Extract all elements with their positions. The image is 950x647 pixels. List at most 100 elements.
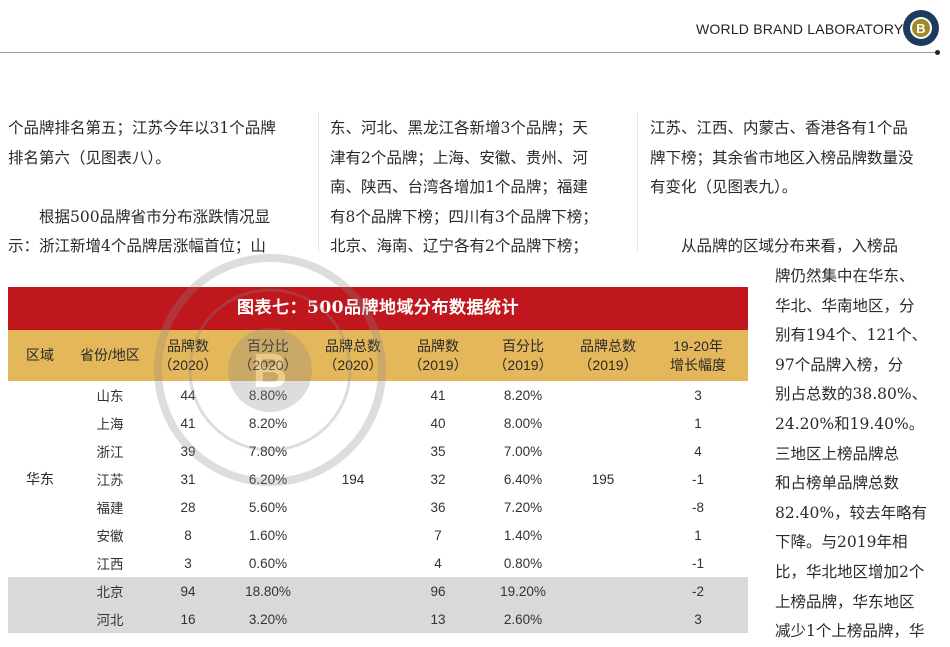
cell-p2019: 8.00% bbox=[503, 415, 543, 431]
column-header: 百分比 （2019） bbox=[478, 330, 568, 381]
column-header-line: （2019） bbox=[578, 356, 638, 373]
cell-p2020: 8.80% bbox=[248, 387, 288, 403]
cell-growth: 3 bbox=[694, 387, 702, 403]
cell-n2020: 16 bbox=[180, 611, 196, 627]
cell-n2019: 40 bbox=[430, 415, 446, 431]
text-line: 下降。与2019年相 bbox=[775, 533, 908, 552]
cell-p2020: 8.20% bbox=[248, 415, 288, 431]
cell-n2020: 28 bbox=[180, 499, 196, 515]
cell-growth: 4 bbox=[694, 443, 702, 459]
cell-p2019: 19.20% bbox=[500, 583, 546, 599]
header-divider bbox=[0, 52, 936, 53]
text-line: 牌仍然集中在华东、 bbox=[775, 267, 915, 285]
text-column-3-narrow: 牌仍然集中在华东、 华北、华南地区，分 别有194个、121个、 97个品牌入榜… bbox=[775, 262, 927, 647]
header-title: WORLD BRAND LABORATORY bbox=[696, 21, 904, 37]
text-line bbox=[8, 173, 276, 203]
column-header-line: 区域 bbox=[26, 347, 54, 363]
column-header-line: （2020） bbox=[158, 356, 218, 373]
column-header: 区域 bbox=[8, 330, 72, 381]
svg-text:B: B bbox=[916, 21, 925, 36]
cell-p2019: 6.40% bbox=[503, 471, 543, 487]
column-divider bbox=[318, 112, 319, 252]
cell-province: 江西 bbox=[96, 557, 124, 572]
text-line: 97个品牌入榜，分 bbox=[775, 355, 904, 374]
text-line: 三地区上榜品牌总 bbox=[775, 444, 900, 463]
cell-province: 山东 bbox=[96, 389, 124, 404]
table-row: 浙江 39 7.80% 35 7.00% 4 bbox=[8, 437, 748, 465]
text-line: 有8个品牌下榜；四川有3个品牌下榜； bbox=[330, 207, 598, 226]
text-line: 根据500品牌省市分布涨跌情况显 bbox=[39, 207, 271, 226]
text-line: 24.20%和19.40%。 bbox=[775, 414, 925, 433]
column-header-line: 省份/地区 bbox=[80, 347, 140, 363]
cell-n2020: 31 bbox=[180, 471, 196, 487]
cell-p2019: 8.20% bbox=[503, 387, 543, 403]
cell-province: 上海 bbox=[96, 417, 124, 432]
column-header-line: 百分比 bbox=[502, 337, 544, 354]
wbl-logo-icon: B bbox=[903, 10, 939, 46]
column-header-line: 百分比 bbox=[247, 337, 289, 354]
cell-n2020: 94 bbox=[180, 583, 196, 599]
column-header-line: （2019） bbox=[408, 356, 468, 373]
cell-growth: -2 bbox=[691, 583, 704, 599]
cell-growth: -8 bbox=[691, 499, 704, 515]
cell-n2020: 44 bbox=[180, 387, 196, 403]
cell-n2019: 96 bbox=[430, 583, 446, 599]
text-line: 82.40%，较去年略有 bbox=[775, 503, 928, 522]
cell-province: 浙江 bbox=[96, 445, 124, 460]
column-header-line: （2020） bbox=[238, 356, 298, 373]
cell-n2019: 13 bbox=[430, 611, 446, 627]
table-header: 区域 省份/地区 品牌数 （2020） 百分比 （2020） 品牌总数 （2020） 品牌数 （2… bbox=[8, 330, 748, 381]
cell-growth: 3 bbox=[694, 611, 702, 627]
cell-p2020: 3.20% bbox=[248, 611, 288, 627]
cell-p2020: 1.60% bbox=[248, 527, 288, 543]
text-column-3: 江苏、江西、内蒙古、香港各有1个品 牌下榜；其余省市地区入榜品牌数量没 有变化（… bbox=[650, 114, 914, 262]
header-divider-dot bbox=[935, 50, 940, 55]
total-2020-cell: 194 bbox=[341, 471, 365, 487]
text-line: 示：浙江新增4个品牌居涨幅首位；山 bbox=[8, 237, 266, 256]
text-line bbox=[650, 203, 914, 233]
text-line: 华北、华南地区，分 bbox=[775, 296, 915, 315]
table-row: 江苏 31 6.20% 32 6.40% -1 bbox=[8, 465, 748, 493]
text-line: 从品牌的区域分布来看，入榜品 bbox=[681, 237, 899, 256]
column-header: 品牌总数 （2019） bbox=[568, 330, 648, 381]
table-row: 山东 44 8.80% 41 8.20% 3 bbox=[8, 381, 748, 409]
column-header: 品牌数 （2020） bbox=[148, 330, 228, 381]
table-row: 安徽 8 1.60% 7 1.40% 1 bbox=[8, 521, 748, 549]
text-line: 和占榜单品牌总数 bbox=[775, 474, 900, 493]
cell-province: 北京 bbox=[96, 585, 124, 600]
column-header: 省份/地区 bbox=[72, 330, 148, 381]
cell-province: 安徽 bbox=[96, 529, 124, 544]
table-body: 山东 44 8.80% 41 8.20% 3 上海 41 8.20% 40 8.00% 1 浙江 39 7.… bbox=[8, 381, 748, 633]
cell-p2020: 6.20% bbox=[248, 471, 288, 487]
text-line: 津有2个品牌；上海、安徽、贵州、河 bbox=[330, 148, 588, 167]
column-header-line: 品牌总数 bbox=[325, 337, 381, 354]
cell-p2019: 2.60% bbox=[503, 611, 543, 627]
text-line: 东、河北、黑龙江各新增3个品牌；天 bbox=[330, 119, 588, 137]
cell-p2019: 0.80% bbox=[503, 555, 543, 571]
cell-n2020: 8 bbox=[184, 527, 192, 543]
text-line: 减少1个上榜品牌，华 bbox=[775, 622, 925, 641]
cell-n2020: 41 bbox=[180, 415, 196, 431]
column-header: 品牌总数 （2020） bbox=[308, 330, 398, 381]
cell-n2019: 4 bbox=[434, 555, 442, 571]
cell-n2020: 39 bbox=[180, 443, 196, 459]
region-cell: 华东 bbox=[26, 471, 54, 487]
table-row: 河北 16 3.20% 13 2.60% 3 bbox=[8, 605, 748, 633]
text-line: 南、陕西、台湾各增加1个品牌；福建 bbox=[330, 178, 588, 197]
cell-growth: 1 bbox=[694, 527, 702, 543]
cell-province: 福建 bbox=[96, 501, 124, 516]
text-line: 有变化（见图表九）。 bbox=[650, 178, 798, 197]
table-title: 图表七：500品牌地域分布数据统计 bbox=[8, 287, 748, 330]
text-line: 别有194个、121个、 bbox=[775, 326, 928, 345]
column-header: 品牌数 （2019） bbox=[398, 330, 478, 381]
cell-p2019: 7.00% bbox=[503, 443, 543, 459]
column-header-line: 品牌数 bbox=[167, 337, 209, 354]
text-line: 北京、海南、辽宁各有2个品牌下榜； bbox=[330, 237, 588, 256]
table-row: 上海 41 8.20% 40 8.00% 1 bbox=[8, 409, 748, 437]
column-divider bbox=[637, 112, 638, 252]
column-header-line: 品牌总数 bbox=[580, 337, 636, 354]
text-line: 别占总数的38.80%、 bbox=[775, 385, 928, 404]
cell-p2019: 7.20% bbox=[503, 499, 543, 515]
total-2019-cell: 195 bbox=[591, 471, 615, 487]
cell-p2019: 1.40% bbox=[503, 527, 543, 543]
